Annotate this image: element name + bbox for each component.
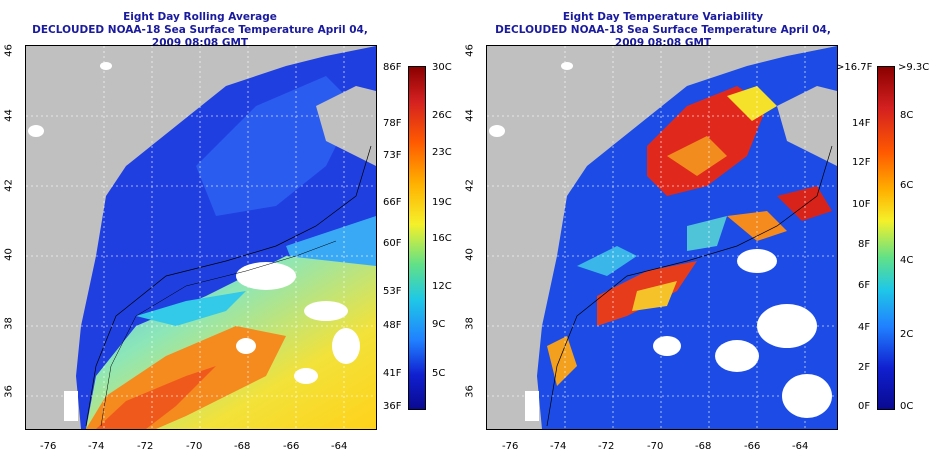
left-ytick-38: 38	[3, 317, 15, 330]
left-cb-f-7: 41F	[383, 368, 402, 379]
left-cb-c-7: 5C	[432, 368, 446, 379]
left-xtick-68: -68	[234, 441, 251, 452]
right-cb-c-5: 0C	[900, 401, 914, 412]
right-cb-f-1: 14F	[852, 118, 871, 129]
right-xtick-74: -74	[550, 441, 567, 452]
left-cb-f-0: 86F	[383, 62, 402, 73]
right-cb-c-0: >9.3C	[898, 62, 930, 73]
left-cb-c-3: 19C	[432, 197, 452, 208]
right-xtick-68: -68	[695, 441, 712, 452]
right-ytick-44: 44	[464, 109, 476, 122]
left-sst-map	[25, 45, 377, 430]
left-xtick-64: -64	[331, 441, 348, 452]
right-xtick-64: -64	[792, 441, 809, 452]
left-xtick-74: -74	[88, 441, 105, 452]
right-cb-f-6: 4F	[858, 322, 871, 333]
left-ytick-46: 46	[3, 44, 15, 57]
left-cb-c-5: 12C	[432, 281, 452, 292]
right-cb-f-2: 12F	[852, 157, 871, 168]
right-cb-f-5: 6F	[858, 280, 871, 291]
left-xtick-72: -72	[137, 441, 154, 452]
right-ytick-42: 42	[464, 179, 476, 192]
right-xtick-72: -72	[598, 441, 615, 452]
right-cb-f-0: >16.7F	[836, 62, 873, 73]
left-xtick-76: -76	[40, 441, 57, 452]
left-cb-c-0: 30C	[432, 62, 452, 73]
right-cb-f-4: 8F	[858, 239, 871, 250]
left-cb-f-2: 73F	[383, 150, 402, 161]
right-cb-c-4: 2C	[900, 329, 914, 340]
right-ytick-46: 46	[464, 44, 476, 57]
right-xtick-66: -66	[744, 441, 761, 452]
left-colorbar	[408, 66, 426, 410]
right-cb-c-3: 4C	[900, 255, 914, 266]
left-xtick-66: -66	[283, 441, 300, 452]
right-ytick-40: 40	[464, 248, 476, 261]
left-xtick-70: -70	[186, 441, 203, 452]
right-cb-f-3: 10F	[852, 199, 871, 210]
left-ytick-42: 42	[3, 179, 15, 192]
left-ytick-44: 44	[3, 109, 15, 122]
left-cb-f-3: 66F	[383, 197, 402, 208]
left-ytick-36: 36	[3, 385, 15, 398]
left-cb-c-4: 16C	[432, 233, 452, 244]
right-ytick-36: 36	[464, 385, 476, 398]
right-cb-f-7: 2F	[858, 362, 871, 373]
right-xtick-70: -70	[647, 441, 664, 452]
right-ytick-38: 38	[464, 317, 476, 330]
right-variability-map	[486, 45, 838, 430]
left-cb-c-2: 23C	[432, 147, 452, 158]
right-xtick-76: -76	[502, 441, 519, 452]
right-title-line1: Eight Day Temperature Variability	[562, 11, 764, 23]
left-cb-f-1: 78F	[383, 118, 402, 129]
left-cb-f-8: 36F	[383, 401, 402, 412]
left-cb-f-5: 53F	[383, 286, 402, 297]
right-cb-c-2: 6C	[900, 180, 914, 191]
left-cb-f-4: 60F	[383, 238, 402, 249]
left-cb-f-6: 48F	[383, 320, 402, 331]
right-colorbar	[877, 66, 895, 410]
left-cb-c-1: 26C	[432, 110, 452, 121]
left-cb-c-6: 9C	[432, 319, 446, 330]
left-ytick-40: 40	[3, 248, 15, 261]
right-cb-f-8: 0F	[858, 401, 871, 412]
left-title-line1: Eight Day Rolling Average	[123, 11, 277, 23]
right-cb-c-1: 8C	[900, 110, 914, 121]
